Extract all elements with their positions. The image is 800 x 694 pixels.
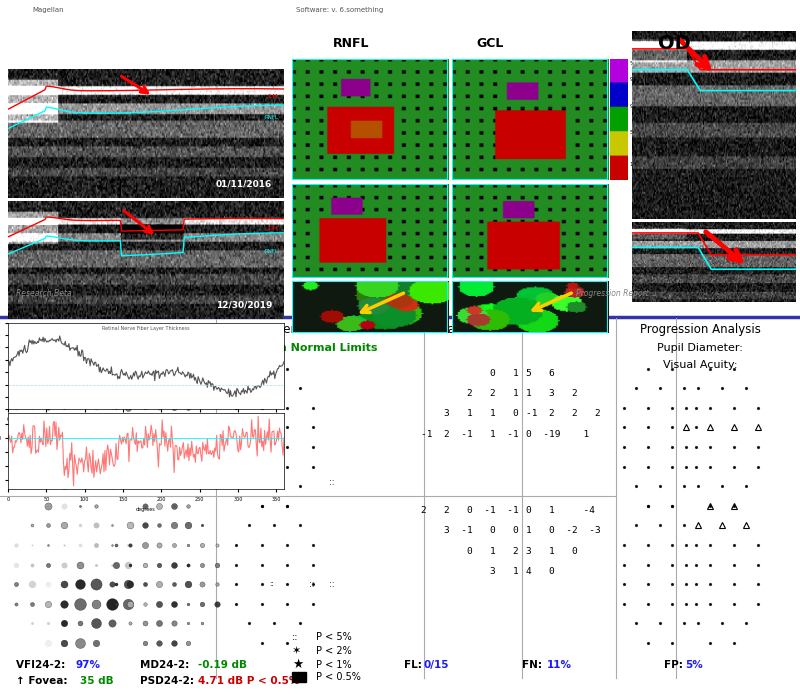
Text: Software: v. 6.something: Software: v. 6.something bbox=[296, 8, 383, 13]
Text: 0  -19    1: 0 -19 1 bbox=[526, 430, 590, 439]
Text: RNFL: RNFL bbox=[333, 37, 370, 50]
Text: Within Normal Limits: Within Normal Limits bbox=[246, 343, 378, 353]
Text: RNFL: RNFL bbox=[264, 249, 278, 254]
Text: PSD24-2:: PSD24-2: bbox=[140, 677, 198, 686]
Text: 3   1   1   0: 3 1 1 0 bbox=[444, 409, 518, 418]
Text: 2   2   1: 2 2 1 bbox=[466, 389, 518, 398]
Text: 0   1: 0 1 bbox=[490, 369, 518, 378]
Text: 3   1   0: 3 1 0 bbox=[526, 547, 578, 556]
Text: 11%: 11% bbox=[546, 659, 571, 670]
Text: ↑ Fovea:: ↑ Fovea: bbox=[16, 677, 71, 686]
Text: ILM: ILM bbox=[268, 226, 278, 230]
Text: 01/11/2016: 01/11/2016 bbox=[216, 179, 272, 188]
Text: 99: 99 bbox=[630, 77, 637, 82]
Text: P < 5%: P < 5% bbox=[316, 632, 352, 642]
X-axis label: degrees: degrees bbox=[136, 507, 156, 512]
Text: FP:: FP: bbox=[664, 659, 686, 670]
Text: ::: :: bbox=[310, 579, 314, 589]
Text: Magellan: Magellan bbox=[32, 8, 64, 13]
Text: 4   0: 4 0 bbox=[526, 567, 555, 576]
Text: 5%: 5% bbox=[686, 659, 703, 670]
Text: Pupil Diameter:: Pupil Diameter: bbox=[657, 343, 743, 353]
Text: Pattern Deviation: Pattern Deviation bbox=[260, 323, 364, 337]
Text: 0   1   2: 0 1 2 bbox=[466, 547, 518, 556]
Text: ILM: ILM bbox=[268, 94, 278, 99]
Text: 4.71 dB P < 0.5%: 4.71 dB P < 0.5% bbox=[198, 677, 300, 686]
Text: 35 dB: 35 dB bbox=[80, 677, 114, 686]
Text: 3  -1   0   0: 3 -1 0 0 bbox=[444, 526, 518, 535]
Text: 95: 95 bbox=[630, 103, 637, 108]
Text: 1   3   2: 1 3 2 bbox=[526, 389, 578, 398]
Text: Retinal Nerve Fiber Layer Thickness: Retinal Nerve Fiber Layer Thickness bbox=[102, 325, 190, 331]
Text: GHT:: GHT: bbox=[224, 343, 258, 353]
Text: 3   1: 3 1 bbox=[490, 567, 518, 576]
Text: -0.19 dB: -0.19 dB bbox=[198, 659, 247, 670]
Text: 97%: 97% bbox=[76, 659, 101, 670]
Text: FN:: FN: bbox=[522, 659, 546, 670]
Text: 5: 5 bbox=[630, 130, 634, 135]
X-axis label: degrees: degrees bbox=[136, 428, 156, 432]
Text: Graytone: Graytone bbox=[81, 323, 135, 337]
Text: ::: :: bbox=[270, 581, 274, 587]
Text: -1  2   2   2: -1 2 2 2 bbox=[526, 409, 601, 418]
Text: 0/15: 0/15 bbox=[424, 659, 450, 670]
Text: 1   0  -2  -3: 1 0 -2 -3 bbox=[526, 526, 601, 535]
Text: VFI24-2:: VFI24-2: bbox=[16, 659, 69, 670]
Text: P < 2%: P < 2% bbox=[316, 646, 352, 656]
Text: 0   1     -4: 0 1 -4 bbox=[526, 506, 595, 515]
Text: Visual Acuity:: Visual Acuity: bbox=[662, 360, 738, 370]
Text: RNFL: RNFL bbox=[264, 115, 278, 120]
Text: OD: OD bbox=[658, 34, 690, 53]
Text: ::: :: bbox=[330, 477, 334, 486]
Text: 5   6: 5 6 bbox=[526, 369, 555, 378]
Text: P < 1%: P < 1% bbox=[316, 659, 352, 670]
Bar bbox=[292, 672, 306, 682]
Text: SITA Standard: SITA Standard bbox=[152, 343, 241, 353]
Text: 12/30/2019: 12/30/2019 bbox=[216, 301, 272, 310]
Text: ::: :: bbox=[330, 579, 334, 589]
Text: %N: %N bbox=[630, 62, 639, 67]
Text: Progression Report: Progression Report bbox=[576, 289, 649, 298]
Text: ★: ★ bbox=[292, 658, 303, 671]
Text: FL:: FL: bbox=[404, 659, 426, 670]
Text: Dec 30, 2019: Dec 30, 2019 bbox=[50, 343, 132, 353]
Text: P < 0.5%: P < 0.5% bbox=[316, 672, 361, 682]
Text: 1: 1 bbox=[630, 162, 634, 167]
Text: -1  2  -1   1  -1: -1 2 -1 1 -1 bbox=[421, 430, 518, 439]
Text: GCL: GCL bbox=[476, 37, 503, 50]
Text: ✶: ✶ bbox=[292, 646, 302, 656]
Text: Research Beta: Research Beta bbox=[16, 289, 72, 298]
Text: ::: :: bbox=[292, 632, 298, 642]
Text: 2   2   0  -1  -1: 2 2 0 -1 -1 bbox=[421, 506, 518, 515]
Text: Progression Analysis: Progression Analysis bbox=[639, 323, 761, 337]
Bar bbox=[262, 468, 278, 480]
Text: MD24-2:: MD24-2: bbox=[140, 659, 193, 670]
Text: Deviation from Baseline: Deviation from Baseline bbox=[421, 323, 563, 337]
